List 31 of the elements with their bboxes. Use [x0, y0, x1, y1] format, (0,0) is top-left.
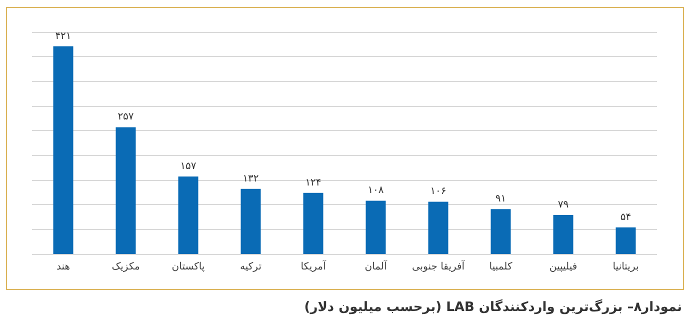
text: نمودار۸– بزرگ‌ترین واردکنندگان LAB (برحسب میلیون دلار) — [304, 300, 682, 315]
x-tick-label: ترکیه — [240, 262, 262, 272]
bar — [116, 127, 136, 254]
bar — [428, 202, 448, 254]
bar — [53, 46, 74, 254]
data-label: ۱۲۴ — [305, 177, 322, 188]
bar — [178, 176, 198, 254]
data-label: ۷۹ — [558, 200, 569, 211]
x-tick-label: هند — [56, 262, 70, 272]
x-tick-label: کلمبیا — [489, 262, 512, 272]
bar — [303, 192, 324, 254]
bar — [240, 188, 261, 254]
x-tick-label: آلمان — [364, 260, 388, 272]
data-label: ۱۰۶ — [430, 186, 446, 198]
x-tick-label: فیلیپین — [549, 262, 578, 272]
bar — [553, 215, 574, 254]
data-label: ۱۵۷ — [180, 161, 197, 172]
x-tick-label: مکزیک — [112, 262, 140, 272]
x-tick-label: پاکستان — [172, 262, 205, 272]
data-label: ۲۵۷ — [118, 112, 134, 123]
bar — [616, 227, 636, 254]
data-label: ۱۳۲ — [242, 173, 259, 184]
x-tick-label: آمریکا — [300, 260, 327, 272]
x-tick-label: آفریقا جنوبی — [412, 260, 466, 272]
data-label: ۵۴ — [620, 212, 632, 223]
data-label: ۴۲۱ — [55, 30, 72, 42]
x-tick-label: بریتانیا — [612, 262, 639, 272]
data-label: ۱۰۸ — [368, 185, 384, 196]
bar — [490, 209, 511, 254]
data-label: ۹۱ — [495, 194, 506, 205]
bar — [366, 200, 386, 254]
